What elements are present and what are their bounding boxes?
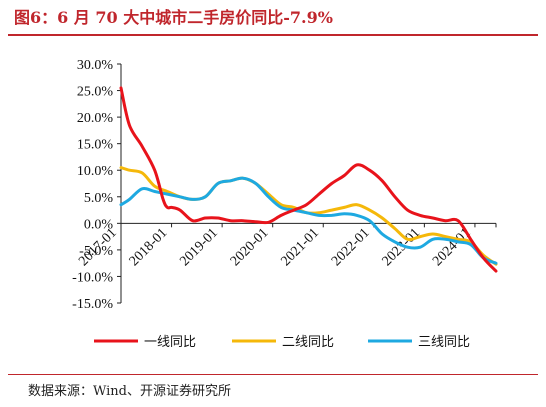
series-line-tier1 (119, 86, 498, 273)
x-tick-label: 2019-01 (177, 226, 221, 270)
x-tick-label: 2020-01 (228, 226, 272, 270)
y-tick-label: -15.0% (72, 297, 113, 312)
legend-label-tier1: 一线同比 (144, 335, 196, 350)
title-rule (8, 34, 538, 36)
axes-layer: -15.0% -10.0% -5.0% 0.0% 5.0% 10.0% 15.0% 20.0%… (72, 58, 497, 312)
y-tick-label: 5.0% (84, 191, 114, 206)
x-tick-label: 2021-01 (278, 226, 322, 270)
y-tick-label: 20.0% (77, 111, 114, 126)
x-tick-label: 2018-01 (127, 226, 171, 270)
y-tick-label: 10.0% (77, 164, 114, 179)
y-tick-label: -5.0% (79, 244, 113, 259)
legend-label-tier2: 二线同比 (282, 335, 334, 350)
y-tick-label: 30.0% (77, 58, 114, 73)
figure-title: 图6：6 月 70 大中城市二手房价同比-7.9% (14, 8, 333, 27)
series-layer (119, 86, 498, 273)
x-tick-label: 2022-01 (329, 226, 373, 270)
series-line-tier3 (119, 176, 498, 265)
legend-label-tier3: 三线同比 (418, 335, 470, 350)
legend: 一线同比 二线同比 三线同比 (94, 335, 470, 350)
y-tick-label: 25.0% (77, 85, 114, 100)
y-tick-label: 15.0% (77, 138, 114, 153)
source-note: 数据来源：Wind、开源证券研究所 (28, 384, 231, 399)
y-tick-label: 0.0% (84, 217, 114, 232)
y-tick-label: -10.0% (72, 270, 113, 285)
source-rule (8, 374, 538, 375)
